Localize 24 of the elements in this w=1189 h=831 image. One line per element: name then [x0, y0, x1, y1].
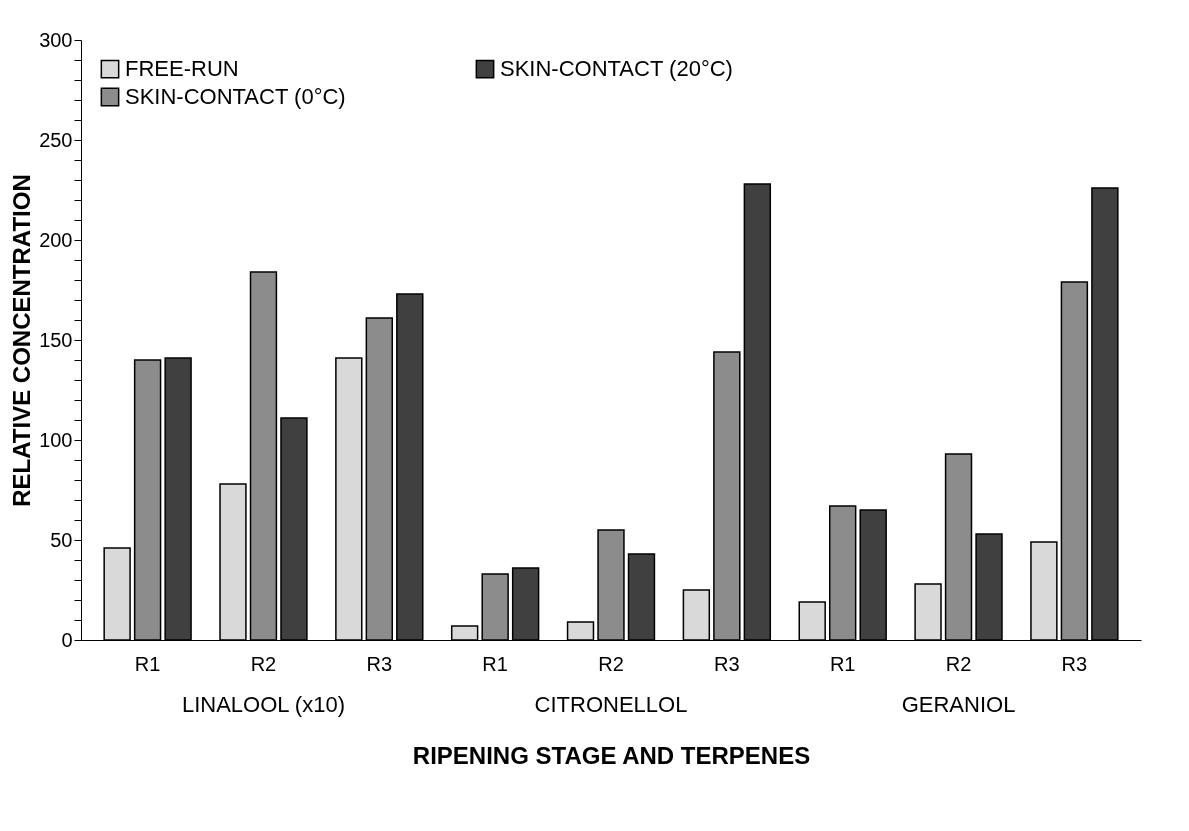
x-axis-title: RIPENING STAGE AND TERPENES [412, 741, 811, 769]
x-tick-label: R3 [1061, 652, 1088, 675]
y-tick-label: 200 [39, 228, 73, 251]
y-tick-label: 300 [39, 28, 73, 51]
y-tick-label: 50 [50, 528, 73, 551]
x-tick-label: R2 [945, 652, 972, 675]
x-tick-label: R1 [482, 652, 508, 675]
text: CITRONELLOL [534, 692, 688, 717]
x-tick-label: R2 [250, 652, 277, 675]
x-tick-label: R3 [366, 652, 393, 675]
y-tick-label: 250 [39, 128, 73, 151]
legend-label: SKIN-CONTACT (20°C) [500, 56, 733, 82]
legend-label: FREE-RUN [125, 56, 239, 82]
y-tick-label: 0 [61, 628, 73, 651]
legend-label: SKIN-CONTACT (0°C) [125, 84, 346, 109]
y-tick-label: 150 [39, 328, 73, 351]
text: GERANIOL [901, 692, 1016, 717]
x-tick-label: R3 [714, 652, 740, 675]
text: LINALOOL (x10) [181, 692, 345, 717]
y-axis-title: RELATIVE CONCENTRATION [8, 174, 36, 507]
x-tick-label: R1 [829, 652, 856, 675]
x-tick-label: R1 [134, 652, 161, 675]
y-tick-label: 100 [39, 428, 73, 451]
x-tick-label: R2 [598, 652, 624, 675]
